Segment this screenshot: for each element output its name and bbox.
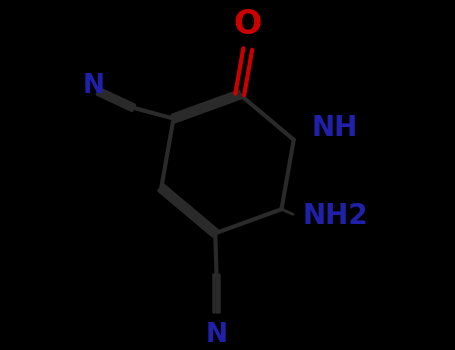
Text: O: O [233, 8, 262, 41]
Text: N: N [82, 74, 104, 99]
Text: NH: NH [312, 114, 358, 142]
Text: NH2: NH2 [302, 202, 368, 230]
Text: N: N [206, 322, 228, 348]
